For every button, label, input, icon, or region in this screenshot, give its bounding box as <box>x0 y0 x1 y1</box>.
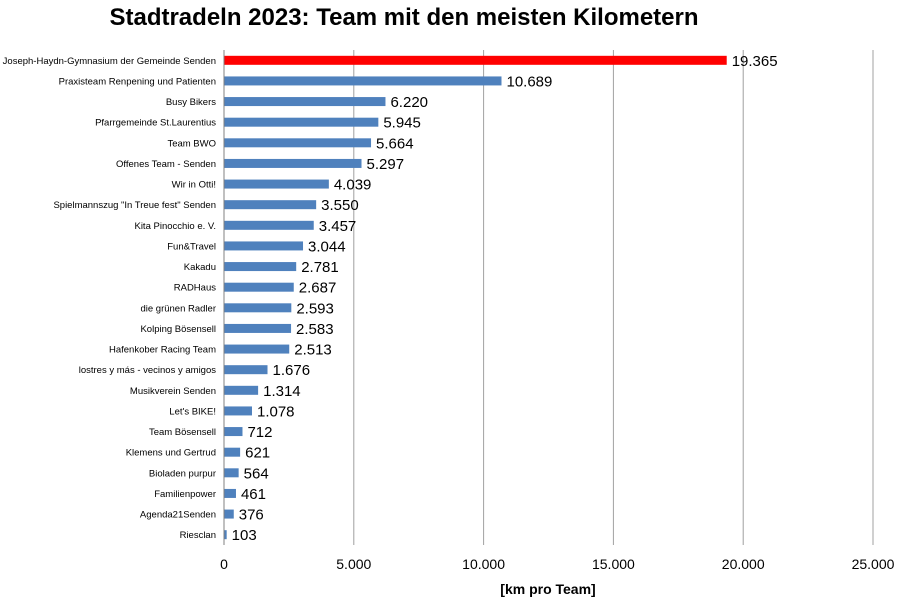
category-label: Klemens und Gertrud <box>126 448 216 459</box>
bar <box>224 241 304 251</box>
bar <box>224 344 290 354</box>
value-label: 621 <box>245 445 270 462</box>
category-label: Praxisteam Renpening und Patienten <box>59 76 216 87</box>
category-label: lostres y más - vecinos y amigos <box>79 365 217 376</box>
category-label: Team BWO <box>167 138 216 149</box>
bar <box>224 282 294 292</box>
category-label: Agenda21Senden <box>140 510 216 521</box>
bar <box>224 262 297 272</box>
value-label: 5.297 <box>367 156 405 173</box>
value-label: 5.664 <box>376 135 414 152</box>
bar <box>224 76 502 86</box>
value-label: 2.513 <box>294 342 332 359</box>
value-label: 1.314 <box>263 383 301 400</box>
category-label: Pfarrgemeinde St.Laurentius <box>95 118 216 129</box>
category-label: Kakadu <box>184 262 216 273</box>
axis-layer: 0 5.000 10.000 15.000 20.000 25.000 <box>220 50 895 572</box>
bar <box>224 97 386 107</box>
category-label: Spielmannszug "In Treue fest" Senden <box>53 200 216 211</box>
category-label: Musikverein Senden <box>130 386 216 397</box>
bar <box>224 427 243 437</box>
value-label: 3.044 <box>308 238 346 255</box>
x-tick-label: 5.000 <box>336 556 371 572</box>
x-tick-label: 20.000 <box>722 556 765 572</box>
bar <box>224 406 252 416</box>
value-label: 10.689 <box>506 73 552 90</box>
value-label: 2.687 <box>299 280 337 297</box>
bar <box>224 365 268 375</box>
category-label: Wir in Otti! <box>172 180 216 191</box>
category-label: Fun&Travel <box>167 241 216 252</box>
category-label: Team Bösensell <box>149 427 216 438</box>
category-label: Hafenkober Racing Team <box>109 345 216 356</box>
category-label: Joseph-Haydn-Gymnasium der Gemeinde Send… <box>3 56 216 67</box>
bar <box>224 468 239 478</box>
value-label: 712 <box>247 424 272 441</box>
bar <box>224 200 317 210</box>
x-tick-label: 10.000 <box>462 556 505 572</box>
value-label: 3.550 <box>321 197 359 214</box>
category-label: Kolping Bösensell <box>140 324 216 335</box>
bar <box>224 530 227 540</box>
category-label: Riesclan <box>180 530 216 541</box>
x-axis-title: [km pro Team] <box>500 581 595 597</box>
category-label: Bioladen purpur <box>149 468 216 479</box>
category-label: RADHaus <box>174 283 216 294</box>
bar <box>224 55 727 65</box>
grid-layer <box>353 50 874 545</box>
x-tick-label: 25.000 <box>852 556 895 572</box>
value-label: 103 <box>232 527 257 544</box>
x-tick-label: 15.000 <box>592 556 635 572</box>
value-label: 1.676 <box>273 362 311 379</box>
value-label: 376 <box>239 507 264 524</box>
bar <box>224 138 372 148</box>
value-label: 461 <box>241 486 266 503</box>
category-label: Familienpower <box>154 489 216 500</box>
bar <box>224 303 292 313</box>
category-label: die grünen Radler <box>140 303 216 314</box>
bar <box>224 220 314 230</box>
value-label: 3.457 <box>319 218 357 235</box>
chart-title: Stadtradeln 2023: Team mit den meisten K… <box>109 4 699 31</box>
value-label: 2.593 <box>296 300 334 317</box>
label-layer: Joseph-Haydn-Gymnasium der Gemeinde Send… <box>3 53 778 544</box>
value-label: 5.945 <box>383 115 421 132</box>
x-tick-label: 0 <box>220 556 228 572</box>
value-label: 2.583 <box>296 321 334 338</box>
bar <box>224 117 379 127</box>
value-label: 4.039 <box>334 177 372 194</box>
value-label: 6.220 <box>390 94 428 111</box>
bar <box>224 488 236 498</box>
value-label: 19.365 <box>732 53 778 70</box>
bar <box>224 179 329 189</box>
bar <box>224 509 234 519</box>
bar <box>224 323 292 333</box>
bar <box>224 158 362 168</box>
bar <box>224 385 259 395</box>
value-label: 2.781 <box>301 259 339 276</box>
category-label: Offenes Team - Senden <box>116 159 216 170</box>
value-label: 1.078 <box>257 403 295 420</box>
category-label: Kita Pinocchio e. V. <box>134 221 216 232</box>
category-label: Busy Bikers <box>166 97 216 108</box>
value-label: 564 <box>244 465 269 482</box>
bar <box>224 447 241 457</box>
bar-layer <box>224 55 727 540</box>
category-label: Let's BIKE! <box>169 406 216 417</box>
